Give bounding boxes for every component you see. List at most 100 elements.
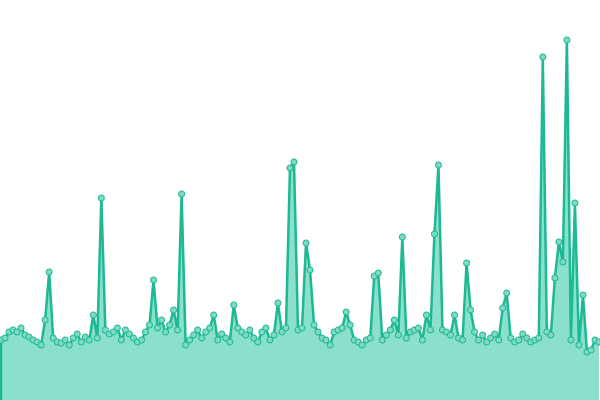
point-marker bbox=[226, 338, 234, 346]
point-marker bbox=[306, 266, 314, 274]
point-marker bbox=[487, 334, 495, 342]
point-marker bbox=[218, 330, 226, 338]
point-marker bbox=[154, 324, 162, 332]
point-marker bbox=[555, 238, 563, 246]
point-marker bbox=[145, 321, 153, 329]
point-marker bbox=[447, 331, 455, 339]
point-marker bbox=[394, 331, 402, 339]
point-marker bbox=[65, 341, 73, 349]
point-marker bbox=[89, 311, 97, 319]
point-marker bbox=[222, 334, 230, 342]
point-marker bbox=[37, 341, 45, 349]
point-marker bbox=[503, 289, 511, 297]
point-marker bbox=[150, 276, 158, 284]
point-marker bbox=[178, 190, 186, 198]
point-marker bbox=[390, 316, 398, 324]
point-marker bbox=[93, 334, 101, 342]
point-marker bbox=[547, 331, 555, 339]
point-marker bbox=[298, 324, 306, 332]
point-marker bbox=[286, 164, 294, 172]
point-marker bbox=[459, 336, 467, 344]
point-marker bbox=[535, 334, 543, 342]
point-marker bbox=[310, 321, 318, 329]
point-marker bbox=[41, 316, 49, 324]
point-marker bbox=[507, 334, 515, 342]
point-marker bbox=[202, 328, 210, 336]
point-marker bbox=[483, 338, 491, 346]
point-marker bbox=[587, 346, 595, 354]
point-marker bbox=[422, 311, 430, 319]
point-marker bbox=[210, 311, 218, 319]
point-marker bbox=[426, 326, 434, 334]
point-marker bbox=[198, 334, 206, 342]
point-marker bbox=[451, 311, 459, 319]
point-marker bbox=[563, 36, 571, 44]
point-marker bbox=[579, 291, 587, 299]
point-marker bbox=[97, 194, 105, 202]
point-marker bbox=[73, 330, 81, 338]
point-marker bbox=[491, 330, 499, 338]
point-marker bbox=[523, 334, 531, 342]
point-marker bbox=[206, 324, 214, 332]
point-marker bbox=[250, 334, 258, 342]
point-marker bbox=[302, 239, 310, 247]
point-marker bbox=[1, 334, 9, 342]
point-marker bbox=[242, 331, 250, 339]
point-marker bbox=[129, 334, 137, 342]
point-marker bbox=[186, 336, 194, 344]
point-marker bbox=[166, 321, 174, 329]
point-marker bbox=[559, 258, 567, 266]
point-marker bbox=[342, 308, 350, 316]
point-marker bbox=[214, 336, 222, 344]
point-marker bbox=[539, 53, 547, 61]
point-marker bbox=[475, 336, 483, 344]
point-marker bbox=[17, 324, 25, 332]
point-marker bbox=[109, 328, 117, 336]
point-marker bbox=[258, 328, 266, 336]
point-marker bbox=[117, 336, 125, 344]
point-marker bbox=[77, 338, 85, 346]
point-marker bbox=[174, 326, 182, 334]
point-marker bbox=[414, 324, 422, 332]
point-marker bbox=[551, 274, 559, 282]
point-marker bbox=[358, 341, 366, 349]
point-marker bbox=[430, 230, 438, 238]
point-marker bbox=[467, 306, 475, 314]
point-marker bbox=[230, 301, 238, 309]
point-marker bbox=[141, 328, 149, 336]
point-marker bbox=[13, 328, 21, 336]
point-marker bbox=[282, 324, 290, 332]
point-marker bbox=[575, 341, 583, 349]
point-marker bbox=[571, 199, 579, 207]
area-fill bbox=[1, 40, 599, 400]
point-marker bbox=[418, 336, 426, 344]
point-marker bbox=[194, 326, 202, 334]
point-marker bbox=[61, 336, 69, 344]
point-marker bbox=[125, 330, 133, 338]
point-marker bbox=[366, 334, 374, 342]
point-marker bbox=[567, 336, 575, 344]
point-marker bbox=[326, 341, 334, 349]
point-marker bbox=[266, 336, 274, 344]
point-marker bbox=[515, 336, 523, 344]
point-marker bbox=[234, 324, 242, 332]
point-marker bbox=[499, 304, 507, 312]
point-marker bbox=[322, 336, 330, 344]
point-marker bbox=[346, 321, 354, 329]
point-marker bbox=[290, 158, 298, 166]
point-marker bbox=[374, 269, 382, 277]
point-marker bbox=[463, 259, 471, 267]
point-marker bbox=[471, 328, 479, 336]
point-marker bbox=[137, 336, 145, 344]
point-marker bbox=[479, 331, 487, 339]
point-marker bbox=[274, 299, 282, 307]
point-marker bbox=[386, 326, 394, 334]
point-marker bbox=[182, 341, 190, 349]
point-marker bbox=[85, 336, 93, 344]
point-marker bbox=[121, 326, 129, 334]
point-marker bbox=[246, 326, 254, 334]
point-marker bbox=[49, 334, 57, 342]
point-marker bbox=[270, 331, 278, 339]
